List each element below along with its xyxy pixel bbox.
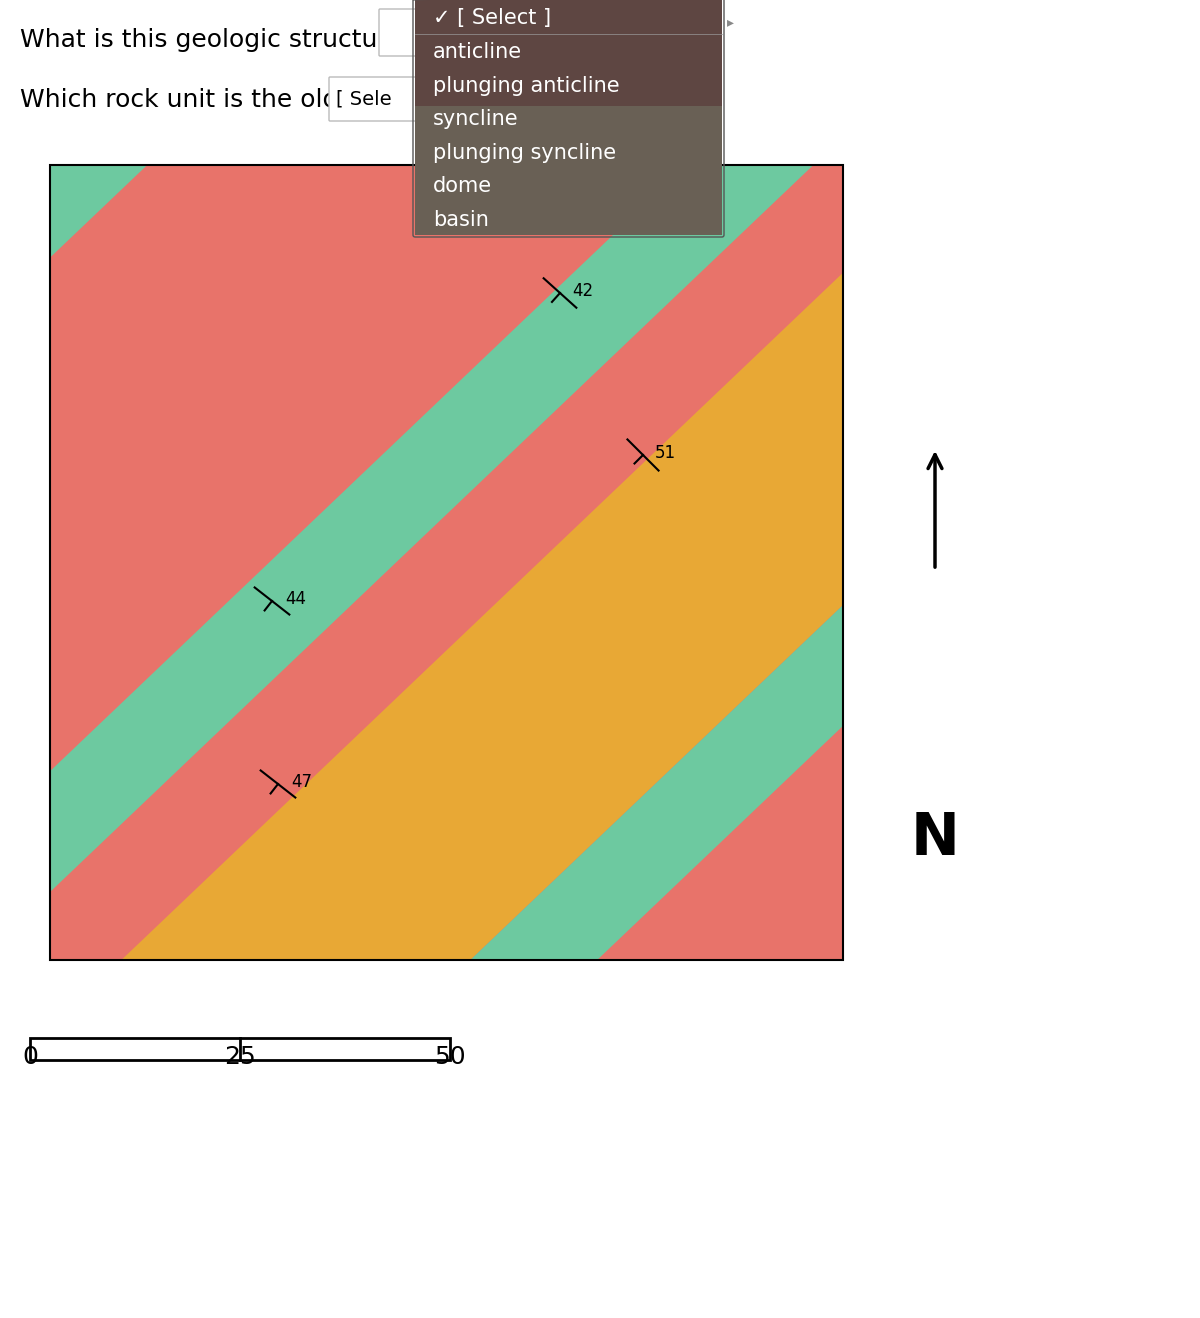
FancyBboxPatch shape: [379, 9, 511, 55]
Text: 42: 42: [572, 282, 594, 301]
Polygon shape: [50, 165, 814, 892]
Text: 0: 0: [22, 1045, 38, 1069]
Polygon shape: [470, 605, 842, 960]
Bar: [415, 0, 722, 105]
FancyBboxPatch shape: [329, 76, 442, 121]
Text: ▸: ▸: [727, 14, 734, 29]
Text: dome: dome: [433, 177, 492, 196]
Text: What is this geologic structure called?: What is this geologic structure called?: [20, 28, 498, 51]
Text: N: N: [911, 811, 960, 867]
Bar: [50, 165, 842, 960]
Text: 25: 25: [224, 1045, 256, 1069]
Text: [ Sele: [ Sele: [336, 90, 391, 108]
Bar: [30, 1039, 450, 1060]
Polygon shape: [121, 273, 842, 960]
Text: basin: basin: [433, 210, 488, 229]
Text: ✓ [ Select ]: ✓ [ Select ]: [433, 8, 551, 29]
Text: 44: 44: [284, 590, 306, 608]
Text: 50: 50: [434, 1045, 466, 1069]
Text: Which rock unit is the oldest?: Which rock unit is the oldest?: [20, 88, 390, 112]
Bar: [415, 105, 722, 235]
Text: 51: 51: [655, 444, 677, 463]
Text: syncline: syncline: [433, 109, 518, 129]
Bar: [50, 165, 842, 960]
Polygon shape: [50, 165, 148, 257]
Text: 47: 47: [290, 772, 312, 791]
Text: plunging anticline: plunging anticline: [433, 75, 619, 96]
Text: anticline: anticline: [433, 42, 522, 62]
Text: plunging syncline: plunging syncline: [433, 142, 616, 162]
